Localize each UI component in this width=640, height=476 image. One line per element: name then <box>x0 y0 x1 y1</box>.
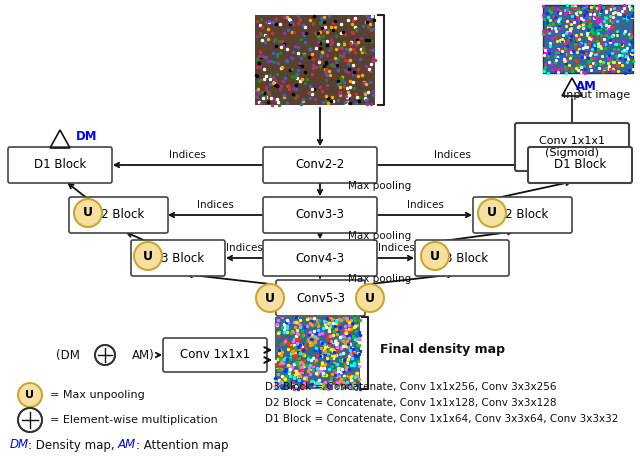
FancyBboxPatch shape <box>8 147 112 183</box>
Text: D2 Block: D2 Block <box>497 208 548 221</box>
Text: Conv5-3: Conv5-3 <box>296 291 345 305</box>
Text: Input image: Input image <box>563 90 630 100</box>
Text: Indices: Indices <box>225 243 262 253</box>
Text: Max pooling: Max pooling <box>348 231 412 241</box>
Circle shape <box>18 408 42 432</box>
Text: U: U <box>365 291 375 305</box>
FancyBboxPatch shape <box>69 197 168 233</box>
Text: AM: AM <box>118 438 136 452</box>
Text: D2 Block: D2 Block <box>92 208 145 221</box>
Text: Indices: Indices <box>168 150 205 160</box>
Text: AM): AM) <box>132 348 154 361</box>
Text: U: U <box>143 249 153 262</box>
Bar <box>255 15 375 105</box>
Text: U: U <box>487 207 497 219</box>
Text: = Max unpooling: = Max unpooling <box>50 390 145 400</box>
Text: = Element-wise multiplication: = Element-wise multiplication <box>50 415 218 425</box>
FancyBboxPatch shape <box>473 197 572 233</box>
Circle shape <box>256 284 284 312</box>
Text: Max pooling: Max pooling <box>348 181 412 191</box>
Circle shape <box>95 345 115 365</box>
Text: Conv3-3: Conv3-3 <box>296 208 344 221</box>
FancyBboxPatch shape <box>415 240 509 276</box>
FancyBboxPatch shape <box>263 197 377 233</box>
Circle shape <box>356 284 384 312</box>
Text: DM: DM <box>76 130 97 143</box>
Circle shape <box>421 242 449 270</box>
FancyBboxPatch shape <box>528 147 632 183</box>
Text: D3 Block: D3 Block <box>436 251 488 265</box>
Text: Indices: Indices <box>196 200 234 210</box>
Text: D1 Block: D1 Block <box>34 159 86 171</box>
Text: U: U <box>265 291 275 305</box>
Text: Conv2-2: Conv2-2 <box>296 159 344 171</box>
Text: Indices: Indices <box>378 243 415 253</box>
Text: (DM: (DM <box>56 348 80 361</box>
Text: D2 Block = Concatenate, Conv 1x1x128, Conv 3x3x128: D2 Block = Concatenate, Conv 1x1x128, Co… <box>265 398 557 408</box>
Text: D3 Block = Concatenate, Conv 1x1x256, Conv 3x3x256: D3 Block = Concatenate, Conv 1x1x256, Co… <box>265 382 557 392</box>
Text: Indices: Indices <box>433 150 470 160</box>
Text: U: U <box>430 249 440 262</box>
Text: : Density map,: : Density map, <box>28 438 115 452</box>
Text: DM: DM <box>10 438 29 452</box>
Bar <box>543 5 633 73</box>
Text: U: U <box>26 390 35 400</box>
Text: D1 Block = Concatenate, Conv 1x1x64, Conv 3x3x64, Conv 3x3x32: D1 Block = Concatenate, Conv 1x1x64, Con… <box>265 414 618 424</box>
FancyBboxPatch shape <box>263 147 377 183</box>
FancyBboxPatch shape <box>515 123 629 171</box>
Bar <box>275 317 360 389</box>
Circle shape <box>478 199 506 227</box>
Text: Final density map: Final density map <box>380 344 505 357</box>
Text: D3 Block: D3 Block <box>152 251 204 265</box>
Text: Conv 1x1x1: Conv 1x1x1 <box>180 348 250 361</box>
FancyBboxPatch shape <box>263 240 377 276</box>
Circle shape <box>134 242 162 270</box>
Text: AM: AM <box>576 79 597 92</box>
Text: D1 Block: D1 Block <box>554 159 606 171</box>
Text: Max pooling: Max pooling <box>348 274 412 284</box>
Text: : Attention map: : Attention map <box>136 438 228 452</box>
Text: U: U <box>83 207 93 219</box>
FancyBboxPatch shape <box>276 280 365 316</box>
Text: Conv 1x1x1
(Sigmoid): Conv 1x1x1 (Sigmoid) <box>539 136 605 158</box>
FancyBboxPatch shape <box>131 240 225 276</box>
Text: Indices: Indices <box>406 200 444 210</box>
FancyBboxPatch shape <box>163 338 267 372</box>
Circle shape <box>74 199 102 227</box>
Text: Conv4-3: Conv4-3 <box>296 251 344 265</box>
Circle shape <box>18 383 42 407</box>
